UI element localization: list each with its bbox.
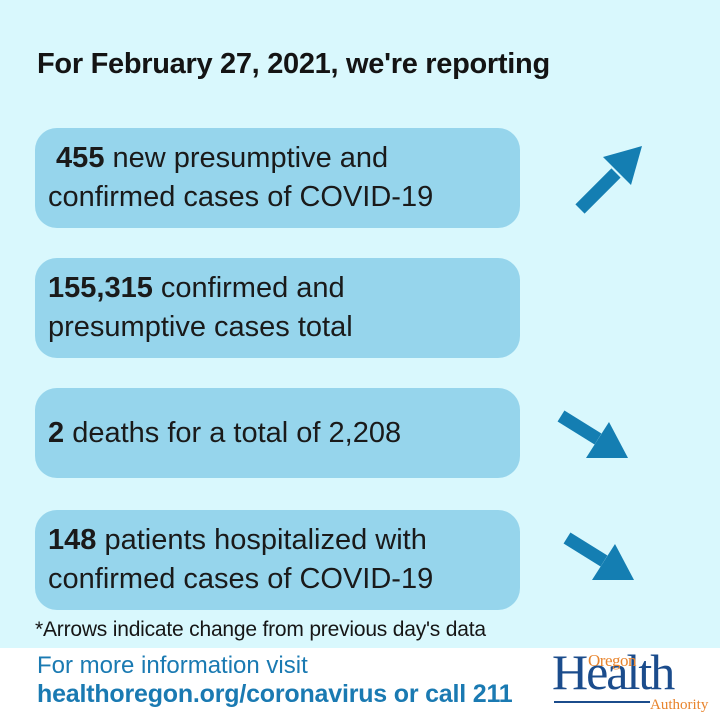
oregon-health-authority-logo: Health Oregon Authority (550, 645, 715, 718)
stat-description-deaths: deaths for a total of 2,208 (64, 416, 402, 449)
stat-text-new-cases: 455 new presumptive and confirmed cases … (35, 139, 447, 217)
stat-description-new-cases: new presumptive and confirmed cases of C… (48, 142, 434, 213)
stat-number-deaths: 2 (48, 416, 65, 449)
stat-number-new-cases: 455 (48, 142, 105, 174)
footer-band: For more information visit healthoregon.… (0, 645, 720, 720)
stat-card-total-cases: 155,315 confirmed and presumptive cases … (35, 258, 520, 358)
logo-underline (554, 701, 650, 703)
stat-card-new-cases: 455 new presumptive and confirmed cases … (35, 128, 520, 228)
stat-text-hospitalized: 148 patients hospitalized with confirmed… (35, 521, 447, 599)
stat-description-total-cases: confirmed and presumptive cases total (48, 272, 353, 343)
logo-health-text: Health (552, 644, 675, 700)
stat-text-deaths: 2 deaths for a total of 2,208 (35, 414, 415, 453)
logo-oregon-text: Oregon (588, 651, 636, 670)
trend-up-arrow-icon (575, 146, 642, 214)
footer-url-text: healthoregon.org/coronavirus or call 211 (37, 680, 513, 708)
arrows-footnote: *Arrows indicate change from previous da… (35, 618, 486, 641)
stat-number-hospitalized: 148 (48, 524, 97, 556)
footer-info-text: For more information visit (37, 652, 308, 679)
stat-card-hospitalized: 148 patients hospitalized with confirmed… (35, 510, 520, 610)
logo-authority-text: Authority (650, 697, 709, 713)
stat-card-deaths: 2 deaths for a total of 2,208 (35, 388, 520, 478)
stat-number-total-cases: 155,315 (48, 272, 153, 304)
stat-text-total-cases: 155,315 confirmed and presumptive cases … (35, 269, 367, 347)
page-title: For February 27, 2021, we're reporting (37, 48, 550, 80)
trend-down-arrow-icon (557, 410, 628, 458)
trend-down-arrow-icon (563, 532, 634, 580)
stat-description-hospitalized: patients hospitalized with confirmed cas… (48, 524, 434, 595)
